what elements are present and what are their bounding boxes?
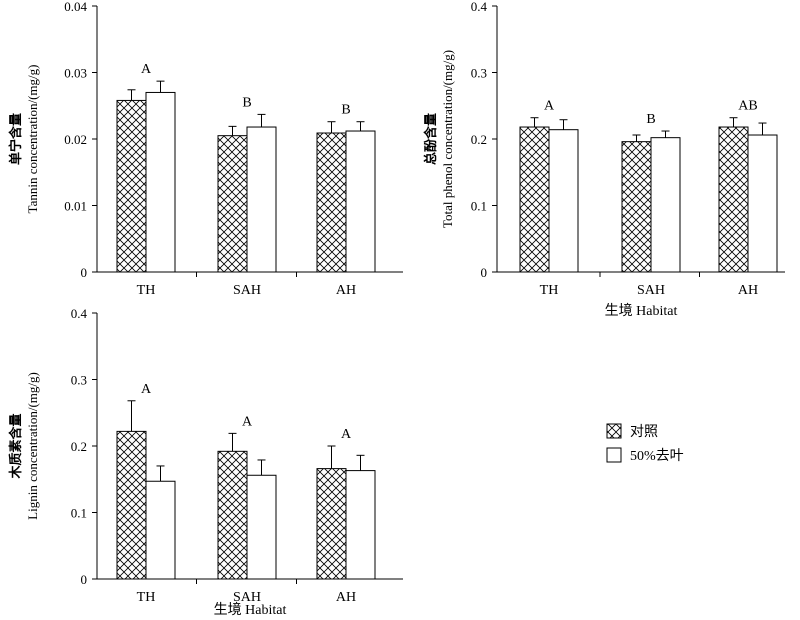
y-tick-label: 0.2 [71,439,87,454]
x-tick-label: AH [336,590,356,605]
bar-control [718,126,749,273]
y-axis-title: Total phenol concentration/(mg/g) [440,50,455,228]
legend-label-defoliation: 50%去叶 [630,448,684,464]
x-axis-title: 生境 Habitat [214,602,287,618]
bar-defoliation [246,474,277,580]
bar-defoliation [650,137,681,273]
tannin-chart: 0 0.01 0.02 0.03 0.04 TH A SAH B AH B 单宁含量 Tannin co… [8,0,403,298]
y-tick-label: 0.02 [64,132,87,147]
x-tick-label: AH [738,283,758,298]
x-tick-label: TH [540,283,559,298]
bar-defoliation [747,134,778,273]
y-tick-label: 0.01 [64,199,87,214]
lignin-chart: 0 0.1 0.2 0.3 0.4 TH A SAH A AH A 木质素含量 Lignin conce… [8,306,403,618]
significance-letter: A [341,427,352,442]
significance-letter: B [646,112,655,127]
significance-letter: B [242,95,251,110]
y-tick-label: 0 [81,572,88,587]
bar-defoliation [345,130,376,273]
y-axis-title-cn: 单宁含量 [8,113,23,165]
bar-defoliation [548,129,579,273]
y-tick-label: 0.2 [471,132,487,147]
x-tick-label: SAH [233,283,261,298]
bar-control [316,132,347,273]
significance-letter: A [242,414,253,429]
y-axis-title: Tannin concentration/(mg/g) [25,65,40,214]
y-tick-label: 0 [81,265,88,280]
y-axis-title: Lignin concentration/(mg/g) [25,372,40,520]
x-tick-label: TH [137,590,156,605]
y-tick-label: 0.3 [71,373,87,388]
bar-control [316,468,347,580]
y-tick-label: 0.3 [471,66,487,81]
x-tick-label: SAH [233,590,261,605]
bar-defoliation [145,91,176,273]
x-tick-label: AH [336,283,356,298]
bar-defoliation [246,126,277,273]
legend: 对照 50%去叶 [606,423,684,464]
legend-swatch-control [606,423,622,439]
bar-control [217,135,248,273]
x-axis-title: 生境 Habitat [605,303,678,319]
y-tick-label: 0.4 [471,0,488,14]
bar-defoliation [345,470,376,580]
significance-letter: B [341,103,350,118]
bar-defoliation [145,480,176,580]
bar-control [217,450,248,580]
y-tick-label: 0.04 [64,0,87,14]
bar-control [519,126,550,273]
bar-control [116,99,147,273]
y-tick-label: 0 [481,265,488,280]
significance-letter: A [141,382,152,397]
significance-letter: A [141,62,152,77]
y-axis-title-cn: 木质素含量 [8,413,23,479]
y-tick-label: 0.4 [71,306,88,321]
total-phenol-chart: 0 0.1 0.2 0.3 0.4 TH A SAH B AH AB 总酚含量 Total phenol… [423,0,785,319]
bar-control [116,430,147,580]
legend-label-control: 对照 [630,424,658,440]
y-tick-label: 0.1 [71,506,87,521]
significance-letter: AB [738,99,757,114]
y-axis-title-cn: 总酚含量 [423,113,438,165]
y-tick-label: 0.1 [471,199,487,214]
bar-control [621,141,652,273]
significance-letter: A [544,99,555,114]
x-tick-label: SAH [637,283,665,298]
x-tick-label: TH [137,283,156,298]
y-tick-label: 0.03 [64,66,87,81]
legend-swatch-defoliation [606,447,622,463]
